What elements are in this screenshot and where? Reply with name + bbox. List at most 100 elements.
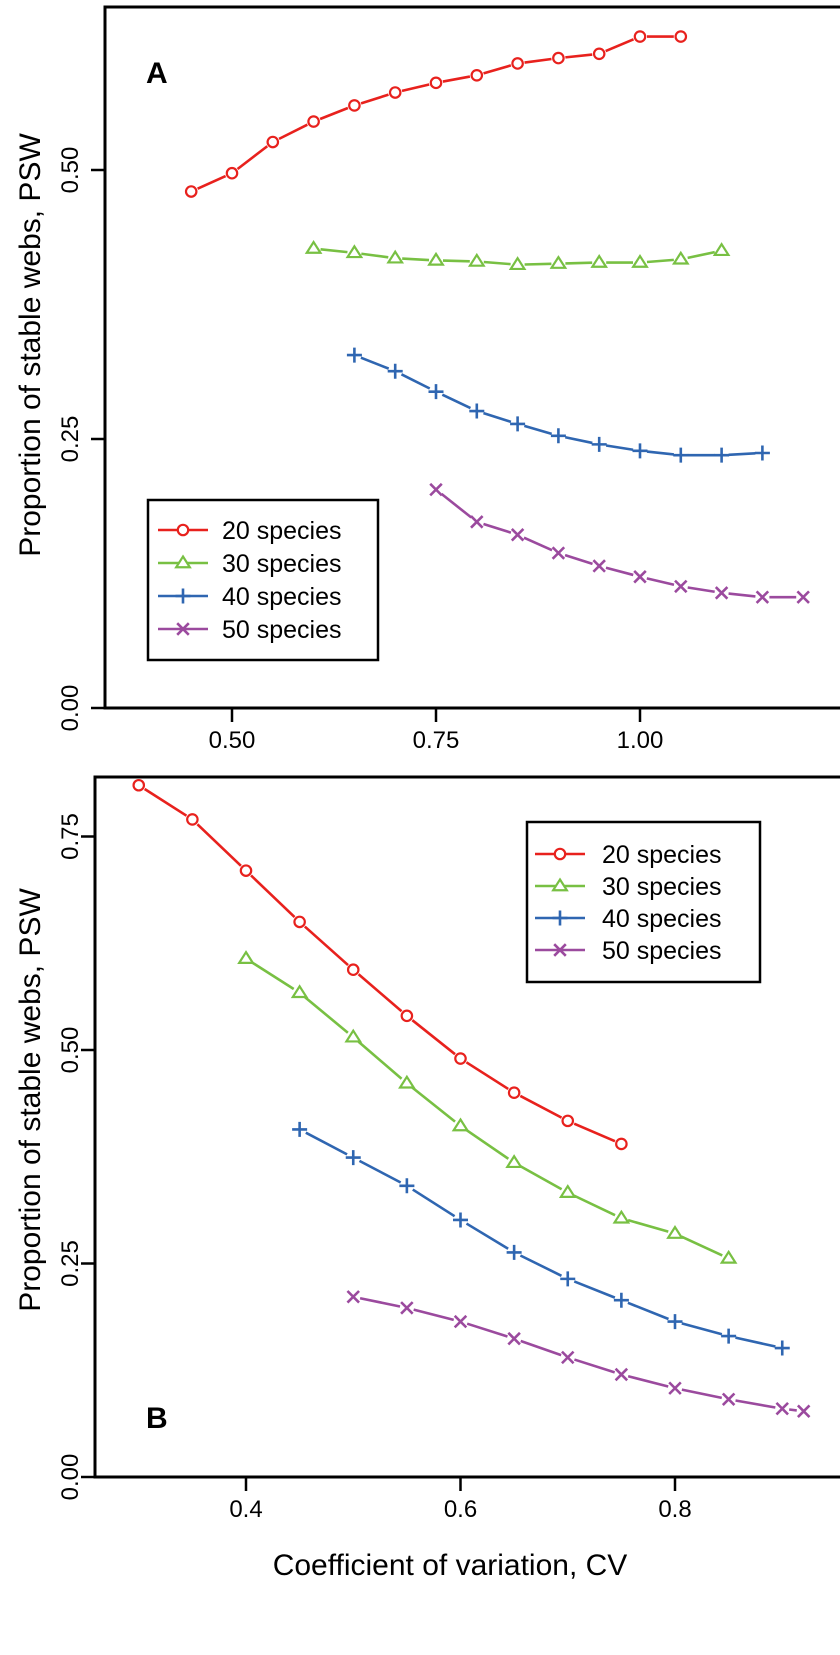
data-point [345, 244, 364, 259]
data-point [427, 251, 445, 266]
data-point [429, 76, 443, 90]
series-line-segment [573, 1194, 616, 1217]
data-point [508, 256, 527, 271]
series-line-segment [278, 123, 308, 141]
data-point [666, 1225, 684, 1239]
data-point [400, 1009, 414, 1023]
data-point [429, 482, 443, 497]
data-point [674, 30, 688, 43]
legend: 20 species 30 species 40 species 50 species [146, 498, 380, 662]
data-point [612, 1209, 631, 1224]
series-line-segment [605, 38, 635, 53]
data-point [506, 1244, 522, 1260]
data-point [292, 1121, 308, 1137]
series-line-segment [565, 53, 593, 59]
data-point [470, 515, 484, 529]
series-line-segment [361, 252, 389, 259]
data-point [668, 1381, 682, 1395]
series-line-segment [483, 522, 512, 534]
data-point [467, 252, 486, 267]
series-line-segment [402, 257, 430, 262]
series-line-segment [320, 247, 348, 254]
data-point [469, 403, 485, 419]
series-line-segment [523, 536, 553, 552]
data-point [304, 239, 323, 254]
data-point [549, 255, 568, 269]
data-point [673, 447, 689, 463]
x-tick-label: 0.8 [658, 1496, 691, 1523]
legend-label: 40 species [222, 583, 342, 611]
legend-marker [552, 910, 568, 926]
data-point [511, 57, 524, 70]
data-point [674, 579, 688, 594]
data-point [451, 1117, 470, 1132]
data-point [225, 166, 239, 180]
series-line-segment [465, 1061, 509, 1091]
data-point [591, 436, 607, 452]
x-tick-label: 0.4 [229, 1496, 262, 1523]
data-point [510, 528, 525, 542]
data-point [714, 447, 730, 463]
series-line-segment [519, 1165, 563, 1191]
series-line-segment [466, 1322, 508, 1338]
y-tick-label: 0.25 [57, 1240, 84, 1287]
series-line-segment [442, 259, 470, 263]
series-line-segment [605, 444, 634, 452]
data-point [507, 1331, 521, 1346]
data-point [561, 1114, 575, 1128]
y-tick-label: 0.25 [57, 416, 84, 463]
series-line-segment [143, 787, 188, 817]
series-line-segment [400, 373, 431, 390]
series-line-segment [573, 1280, 616, 1299]
series-line-segment [735, 1336, 776, 1348]
series-line-segment [196, 823, 242, 867]
series-line-segment [564, 553, 593, 566]
series-line-segment [197, 174, 227, 190]
data-point [454, 1052, 467, 1065]
series-line-segment [411, 1086, 456, 1123]
series-line-segment [523, 424, 553, 436]
series-line-segment [687, 250, 716, 260]
legend-marker [553, 847, 567, 861]
series-line-segment [646, 577, 675, 587]
data-point [592, 47, 606, 61]
legend: 20 species 30 species 40 species 50 species [525, 820, 762, 984]
data-point [590, 253, 609, 268]
data-point [775, 1401, 789, 1416]
legend-marker [176, 523, 190, 537]
data-point [552, 51, 565, 65]
legend-marker [175, 588, 191, 604]
series-line-segment [465, 1128, 510, 1160]
series-line-segment [413, 1308, 455, 1322]
data-point [307, 115, 320, 128]
x-axis-title: Coefficient of variation, CV [273, 1549, 628, 1582]
y-tick-label: 0.75 [57, 813, 84, 860]
series-line-segment [319, 106, 349, 121]
data-point [551, 546, 566, 560]
y-axis-title: Proportion of stable webs, PSW [14, 888, 47, 1312]
data-point [453, 1212, 468, 1228]
legend-label: 30 species [222, 550, 342, 578]
data-point [714, 586, 729, 600]
series-line-segment [605, 566, 634, 577]
data-point [632, 443, 648, 459]
x-tick-label: 0.50 [209, 727, 256, 754]
data-point [388, 86, 402, 99]
y-tick-label: 0.00 [57, 1454, 84, 1501]
series-line-segment [735, 1399, 776, 1409]
data-point [293, 915, 306, 929]
series-line-segment [360, 356, 390, 370]
data-point [560, 1271, 576, 1287]
data-point [387, 363, 403, 379]
data-point [719, 1249, 738, 1264]
panel-b: 0.4 0.6 0.8 0.00 0.25 0.50 0.75 Proportion of s… [14, 775, 840, 1582]
data-point [507, 1086, 521, 1099]
data-point [774, 1340, 790, 1356]
data-point [290, 984, 309, 999]
data-point [239, 864, 253, 877]
data-point [614, 1367, 629, 1382]
data-point [671, 250, 690, 265]
data-point [453, 1314, 468, 1329]
series-line-segment [524, 57, 552, 64]
legend-label: 20 species [602, 841, 722, 869]
